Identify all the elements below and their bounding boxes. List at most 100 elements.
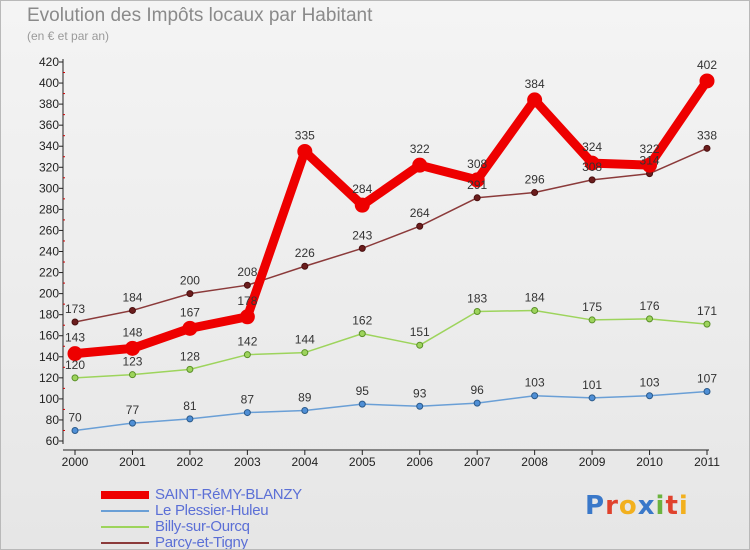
data-point-saint-r-my-blanzy [239, 309, 255, 325]
x-tick-label: 2007 [464, 455, 491, 469]
data-label-saint-r-my-blanzy: 402 [697, 58, 717, 72]
data-label-parcy-et-tigny: 184 [122, 290, 142, 304]
y-tick-label: 160 [39, 329, 59, 343]
y-tick-label: 120 [39, 371, 59, 385]
data-point-le-plessier-huleu [473, 399, 481, 407]
chart-title: Evolution des Impôts locaux par Habitant [27, 5, 373, 26]
data-label-parcy-et-tigny: 338 [697, 128, 717, 142]
series-line-le-plessier-huleu [74, 390, 708, 432]
data-point-saint-r-my-blanzy [642, 157, 658, 173]
y-tick-label: 100 [39, 392, 59, 406]
data-point-billy-sur-ourcq [473, 308, 481, 316]
y-tick-label: 320 [39, 160, 59, 174]
data-label-saint-r-my-blanzy: 167 [180, 305, 200, 319]
data-point-parcy-et-tigny [186, 290, 194, 298]
data-label-parcy-et-tigny: 296 [525, 173, 545, 187]
data-label-billy-sur-ourcq: 176 [640, 299, 660, 313]
series-line-billy-sur-ourcq [74, 309, 708, 379]
data-point-saint-r-my-blanzy [469, 172, 485, 188]
data-point-saint-r-my-blanzy [297, 143, 313, 159]
data-point-billy-sur-ourcq [588, 316, 596, 324]
data-label-billy-sur-ourcq: 175 [582, 300, 602, 314]
proxiti-logo-letter: r [605, 491, 619, 521]
data-label-billy-sur-ourcq: 144 [295, 333, 315, 347]
data-label-le-plessier-huleu: 70 [68, 410, 82, 424]
y-tick-label: 280 [39, 202, 59, 216]
legend-swatch-billy-sur-ourcq [101, 526, 149, 528]
data-point-parcy-et-tigny [588, 176, 596, 184]
x-tick-label: 2001 [119, 455, 146, 469]
y-tick-label: 200 [39, 287, 59, 301]
legend-item-billy-sur-ourcq[interactable]: Billy-sur-Ourcq [101, 518, 421, 535]
legend-swatch-le-plessier-huleu [101, 510, 149, 512]
data-point-billy-sur-ourcq [358, 330, 366, 338]
y-tick-label: 240 [39, 245, 59, 259]
legend-label-parcy-et-tigny: Parcy-et-Tigny [155, 534, 248, 550]
data-label-billy-sur-ourcq: 151 [410, 325, 430, 339]
data-point-billy-sur-ourcq [186, 365, 194, 373]
proxiti-logo-letter: i [655, 491, 666, 521]
legend-label-billy-sur-ourcq: Billy-sur-Ourcq [155, 518, 250, 535]
data-point-le-plessier-huleu [416, 402, 424, 410]
data-point-parcy-et-tigny [473, 194, 481, 202]
data-point-billy-sur-ourcq [646, 315, 654, 323]
proxiti-logo-letter: x [637, 491, 656, 521]
data-label-saint-r-my-blanzy: 322 [410, 142, 430, 156]
data-label-le-plessier-huleu: 89 [298, 390, 312, 404]
data-label-billy-sur-ourcq: 183 [467, 292, 487, 306]
data-point-billy-sur-ourcq [531, 306, 539, 314]
data-point-le-plessier-huleu [243, 409, 251, 417]
data-label-parcy-et-tigny: 208 [237, 265, 257, 279]
y-tick-label: 360 [39, 118, 59, 132]
data-label-saint-r-my-blanzy: 322 [640, 142, 660, 156]
legend-label-saint-remy-blanzy: SAINT-RéMY-BLANZY [155, 486, 302, 503]
data-label-billy-sur-ourcq: 162 [352, 314, 372, 328]
series-line-parcy-et-tigny [74, 147, 708, 323]
x-tick-label: 2008 [521, 455, 548, 469]
data-label-saint-r-my-blanzy: 178 [237, 294, 257, 308]
data-point-le-plessier-huleu [531, 392, 539, 400]
x-tick-label: 2005 [349, 455, 376, 469]
data-point-saint-r-my-blanzy [412, 157, 428, 173]
data-point-le-plessier-huleu [646, 392, 654, 400]
data-point-billy-sur-ourcq [301, 349, 309, 357]
data-label-le-plessier-huleu: 81 [183, 399, 197, 413]
data-label-saint-r-my-blanzy: 143 [65, 331, 85, 345]
data-point-le-plessier-huleu [301, 406, 309, 414]
data-label-le-plessier-huleu: 87 [241, 393, 255, 407]
y-tick-label: 180 [39, 308, 59, 322]
data-point-parcy-et-tigny [416, 222, 424, 230]
data-label-billy-sur-ourcq: 171 [697, 304, 717, 318]
data-label-parcy-et-tigny: 291 [467, 178, 487, 192]
data-label-le-plessier-huleu: 103 [640, 376, 660, 390]
data-label-saint-r-my-blanzy: 324 [582, 140, 602, 154]
data-label-saint-r-my-blanzy: 335 [295, 128, 315, 142]
data-point-parcy-et-tigny [301, 262, 309, 270]
data-point-le-plessier-huleu [358, 400, 366, 408]
legend-item-saint-remy-blanzy[interactable]: SAINT-RéMY-BLANZY [101, 486, 421, 503]
legend-item-le-plessier-huleu[interactable]: Le Plessier-Huleu [101, 502, 421, 519]
data-label-billy-sur-ourcq: 142 [237, 335, 257, 349]
data-label-billy-sur-ourcq: 184 [525, 290, 545, 304]
data-label-parcy-et-tigny: 243 [352, 228, 372, 242]
data-label-parcy-et-tigny: 173 [65, 302, 85, 316]
proxiti-logo-letter: o [618, 491, 638, 521]
data-label-le-plessier-huleu: 101 [582, 378, 602, 392]
data-point-le-plessier-huleu [588, 394, 596, 402]
legend-item-parcy-et-tigny[interactable]: Parcy-et-Tigny [101, 534, 421, 550]
data-label-saint-r-my-blanzy: 384 [525, 77, 545, 91]
data-label-le-plessier-huleu: 103 [525, 376, 545, 390]
x-tick-label: 2000 [62, 455, 89, 469]
data-point-parcy-et-tigny [531, 189, 539, 197]
legend-label-le-plessier-huleu: Le Plessier-Huleu [155, 502, 269, 519]
proxiti-logo-letter: P [585, 491, 606, 521]
data-point-parcy-et-tigny [703, 144, 711, 152]
x-tick-label: 2009 [579, 455, 606, 469]
data-label-saint-r-my-blanzy: 148 [122, 325, 142, 339]
data-point-billy-sur-ourcq [243, 351, 251, 359]
y-tick-label: 140 [39, 350, 59, 364]
legend-swatch-parcy-et-tigny [101, 542, 149, 544]
proxiti-logo[interactable]: Proxiti [585, 491, 689, 521]
legend-swatch-saint-remy-blanzy [101, 491, 149, 499]
data-point-le-plessier-huleu [128, 419, 136, 427]
